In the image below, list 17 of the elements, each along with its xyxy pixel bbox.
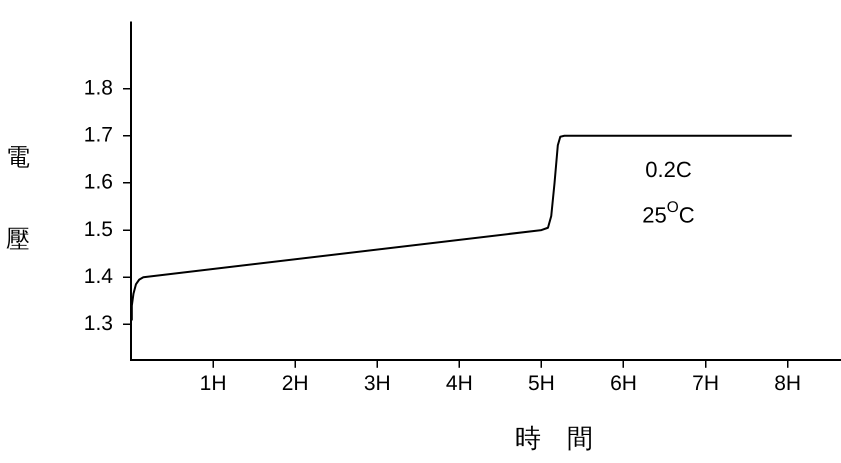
y-tick-label: 1.8 xyxy=(84,76,113,100)
x-tick-label: 6H xyxy=(610,372,637,396)
y-tick-label: 1.5 xyxy=(84,218,113,241)
x-tick-label: 4H xyxy=(446,372,473,396)
y-tick-label: 1.4 xyxy=(84,265,114,288)
x-axis-title: 時 間 xyxy=(515,424,593,454)
y-axis-title: 電壓 xyxy=(4,126,32,290)
x-tick-label: 7H xyxy=(692,372,719,396)
x-tick-label: 5H xyxy=(528,372,555,396)
x-tick-label: 2H xyxy=(282,372,309,396)
annotation: 0.2C xyxy=(645,157,692,182)
x-tick-label: 1H xyxy=(200,372,227,396)
y-tick-label: 1.3 xyxy=(84,312,113,336)
x-tick-label: 3H xyxy=(364,372,391,396)
y-tick-label: 1.6 xyxy=(84,170,113,194)
x-tick-label: 8H xyxy=(774,372,802,396)
y-tick-label: 1.7 xyxy=(84,124,113,147)
